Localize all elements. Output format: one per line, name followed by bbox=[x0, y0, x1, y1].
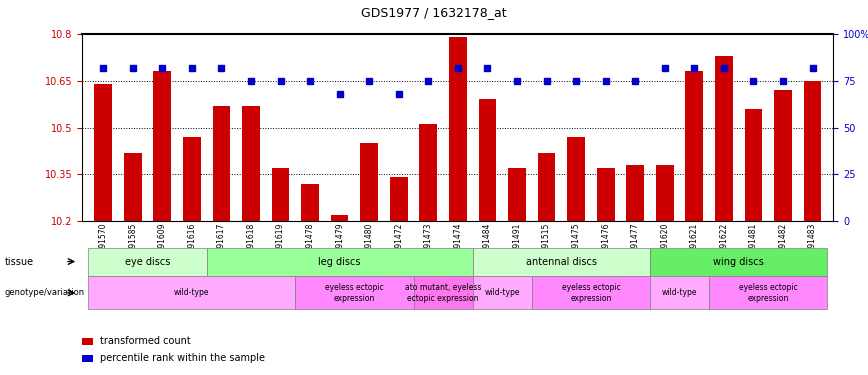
Bar bbox=[532, 276, 650, 309]
Text: wild-type: wild-type bbox=[661, 288, 697, 297]
Bar bbox=[774, 90, 792, 221]
Text: eyeless ectopic
expression: eyeless ectopic expression bbox=[325, 283, 384, 303]
Bar bbox=[295, 276, 413, 309]
Text: wing discs: wing discs bbox=[713, 256, 764, 267]
Bar bbox=[390, 177, 408, 221]
Bar bbox=[627, 165, 644, 221]
Bar bbox=[154, 71, 171, 221]
Bar bbox=[508, 168, 526, 221]
Text: eyeless ectopic
expression: eyeless ectopic expression bbox=[739, 283, 798, 303]
Bar bbox=[213, 106, 230, 221]
Bar bbox=[745, 109, 762, 221]
Bar bbox=[82, 355, 93, 362]
Bar bbox=[597, 168, 615, 221]
Bar bbox=[124, 153, 141, 221]
Bar bbox=[478, 99, 496, 221]
Bar bbox=[650, 248, 827, 276]
Bar bbox=[715, 56, 733, 221]
Bar bbox=[473, 276, 532, 309]
Bar bbox=[301, 184, 319, 221]
Text: eye discs: eye discs bbox=[125, 256, 170, 267]
Bar bbox=[360, 143, 378, 221]
Bar bbox=[650, 276, 709, 309]
Bar bbox=[272, 168, 289, 221]
Bar bbox=[419, 124, 437, 221]
Bar bbox=[89, 276, 295, 309]
Bar bbox=[183, 137, 201, 221]
Bar bbox=[82, 338, 93, 345]
Bar bbox=[413, 276, 473, 309]
Text: tissue: tissue bbox=[4, 256, 34, 267]
Bar bbox=[207, 248, 473, 276]
Bar bbox=[89, 248, 207, 276]
Text: wild-type: wild-type bbox=[484, 288, 520, 297]
Text: ato mutant, eyeless
ectopic expression: ato mutant, eyeless ectopic expression bbox=[404, 283, 481, 303]
Bar bbox=[449, 37, 467, 221]
Text: genotype/variation: genotype/variation bbox=[4, 288, 84, 297]
Bar bbox=[331, 215, 348, 221]
Text: transformed count: transformed count bbox=[100, 336, 191, 346]
Bar bbox=[242, 106, 260, 221]
Text: eyeless ectopic
expression: eyeless ectopic expression bbox=[562, 283, 621, 303]
Bar bbox=[95, 84, 112, 221]
Text: percentile rank within the sample: percentile rank within the sample bbox=[100, 353, 265, 363]
Bar bbox=[473, 248, 650, 276]
Bar bbox=[686, 71, 703, 221]
Text: leg discs: leg discs bbox=[319, 256, 361, 267]
Bar bbox=[804, 81, 821, 221]
Bar bbox=[537, 153, 556, 221]
Text: wild-type: wild-type bbox=[174, 288, 209, 297]
Bar bbox=[656, 165, 674, 221]
Text: GDS1977 / 1632178_at: GDS1977 / 1632178_at bbox=[361, 6, 507, 19]
Bar bbox=[709, 276, 827, 309]
Text: antennal discs: antennal discs bbox=[526, 256, 597, 267]
Bar bbox=[568, 137, 585, 221]
